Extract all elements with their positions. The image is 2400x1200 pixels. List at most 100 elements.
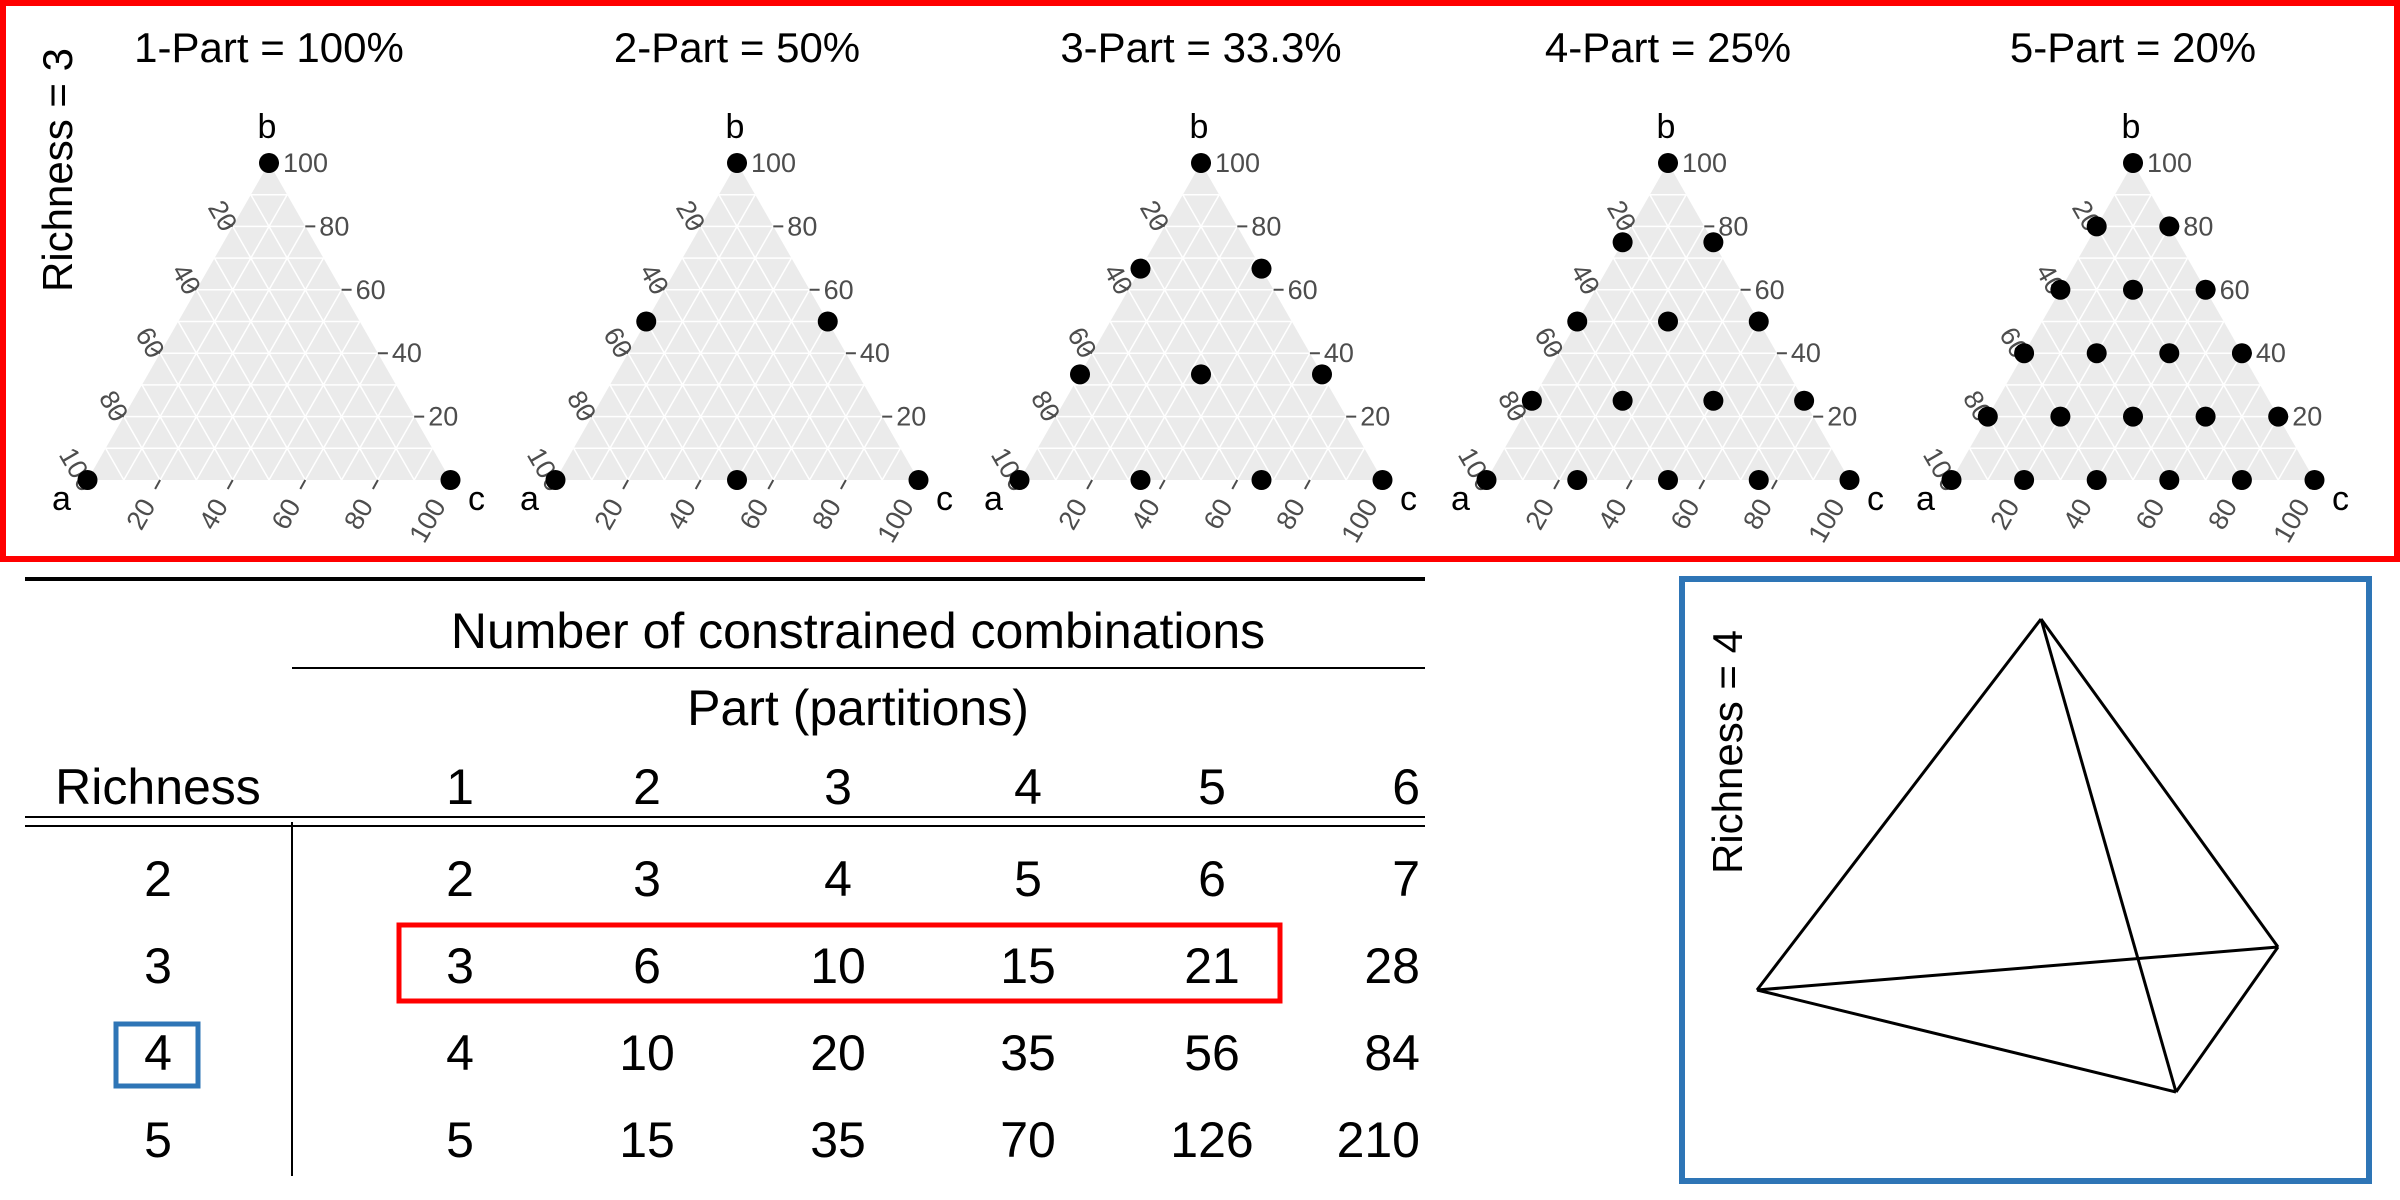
ternary-point: [1070, 364, 1090, 385]
b-axis-tick-label: 60: [2220, 275, 2250, 305]
c-axis-tick-label: 20: [120, 494, 161, 535]
ternary-point: [1748, 311, 1769, 332]
ternary-point: [2086, 343, 2107, 364]
combination-count-cell: 4: [824, 851, 852, 907]
vertex-label-a: a: [52, 480, 71, 518]
c-axis-tick-label: 60: [1198, 494, 1239, 535]
ternary-point: [1191, 364, 1211, 385]
c-axis-tick-label: 40: [1592, 494, 1633, 535]
combination-count-cell: 5: [1014, 851, 1042, 907]
b-axis-tick-label: 20: [1360, 402, 1390, 432]
ternary-gridlines: [104, 193, 434, 481]
c-axis-tick-label: 20: [588, 494, 629, 535]
b-axis-tick-label: 60: [1288, 275, 1318, 305]
b-axis-tick-label: 100: [2147, 148, 2192, 178]
ternary-point: [259, 153, 279, 173]
ternary-point: [77, 470, 98, 490]
combination-count-cell: 56: [1184, 1025, 1240, 1081]
vertex-label-c: c: [1867, 480, 1884, 518]
ternary-point: [2304, 470, 2325, 490]
richness-3-row-highlight: [396, 922, 1283, 1004]
tetra-edge-2: [2039, 618, 2280, 948]
combination-count-cell: 3: [446, 938, 474, 994]
ternary-point: [727, 470, 747, 490]
ternary-point: [2123, 279, 2143, 300]
table-body: 2 2 3 4 5 6 73 3 6 10 15 21 284 4 10 20 35 56 845 5 15 35 70 12…: [144, 851, 1420, 1168]
part-column-headers: 1 2 3 4 5 6: [446, 759, 1420, 815]
b-axis-tick-label: 80: [1251, 211, 1281, 241]
ternary-plot-title: 1-Part = 100%: [134, 24, 404, 71]
combination-count-cell: 10: [619, 1025, 675, 1081]
ternary-plot-title: 5-Part = 20%: [2010, 24, 2256, 71]
ternary-plot-group: 20 20 20 40 40 40 60 60 60 80 80 80 100 100 100 a b c 1-Pa…: [52, 24, 2349, 548]
ternary-point: [1567, 470, 1588, 490]
b-axis-tick-label: 60: [356, 275, 386, 305]
richness-3-highlight-box: [0, 0, 2400, 562]
combination-count-cell: 3: [633, 851, 661, 907]
vertex-label-a: a: [520, 480, 539, 518]
ternary-point: [440, 470, 461, 490]
b-axis-tick-label: 80: [787, 211, 817, 241]
combination-count-cell: 15: [1000, 938, 1056, 994]
b-axis-tick-label: 60: [824, 275, 854, 305]
tetra-edge-5: [1756, 988, 2177, 1094]
ternary-point: [1312, 364, 1332, 385]
c-axis-tick-label: 60: [2130, 494, 2171, 535]
richness-cell: 2: [144, 851, 172, 907]
ternary-point: [2159, 216, 2180, 237]
ternary-point: [2195, 406, 2216, 427]
combination-count-cell: 84: [1364, 1025, 1420, 1081]
table-row: 2 2 3 4 5 6 7: [144, 851, 1420, 907]
ternary-point: [817, 311, 838, 332]
ternary-point: [2195, 279, 2216, 300]
ternary-point: [2123, 406, 2143, 427]
combination-count-cell: 6: [633, 938, 661, 994]
ternary-point: [1658, 311, 1678, 332]
ternary-point: [1009, 470, 1030, 490]
ternary-plot-1: 202020404040606060808080100100100abc1-Pa…: [52, 24, 485, 548]
ternary-point: [2014, 470, 2035, 490]
b-axis-tick-label: 60: [1755, 275, 1785, 305]
tetra-edge-1: [1755, 618, 2043, 991]
ternary-point: [2123, 153, 2143, 173]
ternary-point: [2050, 406, 2071, 427]
c-axis-tick-label: 100: [2267, 494, 2316, 548]
ternary-plot-2: 202020404040606060808080100100100abc2-Pa…: [520, 24, 953, 548]
richness-4-label: Richness = 4: [1704, 630, 1751, 874]
ternary-point: [1612, 390, 1633, 411]
c-axis-tick-label: 60: [266, 494, 307, 535]
ternary-plot-5: 202020404040606060808080100100100abc5-Pa…: [1916, 24, 2349, 548]
table-row: 4 4 10 20 35 56 84: [144, 1025, 1420, 1081]
ternary-point: [1521, 390, 1542, 411]
richness-4-cell-highlight: [113, 1021, 201, 1089]
ternary-point: [1612, 232, 1633, 253]
combination-count-cell: 126: [1170, 1112, 1253, 1168]
ternary-point: [908, 470, 929, 490]
b-axis-tick-label: 80: [1718, 211, 1748, 241]
ternary-point: [636, 311, 657, 332]
ternary-plot-title: 3-Part = 33.3%: [1060, 24, 1341, 71]
ternary-point: [1251, 258, 1272, 279]
c-axis-tick-label: 100: [1335, 494, 1384, 548]
ternary-point: [2014, 343, 2035, 364]
ternary-point: [1658, 470, 1678, 490]
part-column-header: 2: [633, 759, 661, 815]
combination-count-cell: 210: [1337, 1112, 1420, 1168]
ternary-point: [2159, 343, 2180, 364]
ternary-point: [545, 470, 566, 490]
ternary-gridlines: [1036, 193, 1366, 481]
vertex-label-a: a: [1916, 480, 1935, 518]
vertex-label-c: c: [2332, 480, 2349, 518]
c-axis-tick-label: 80: [1270, 494, 1311, 535]
vertex-label-b: b: [258, 108, 277, 146]
combination-count-cell: 15: [619, 1112, 675, 1168]
vertex-label-a: a: [1451, 480, 1470, 518]
tetra-edge-3: [2039, 618, 2178, 1093]
combination-count-cell: 7: [1392, 851, 1420, 907]
b-axis-tick-label: 100: [1215, 148, 1260, 178]
tetrahedron-border: [1679, 576, 2372, 1184]
b-axis-tick-label: 80: [2183, 211, 2213, 241]
ternary-point: [2086, 470, 2107, 490]
b-axis-tick-label: 40: [860, 338, 890, 368]
b-axis-tick-label: 40: [1324, 338, 1354, 368]
